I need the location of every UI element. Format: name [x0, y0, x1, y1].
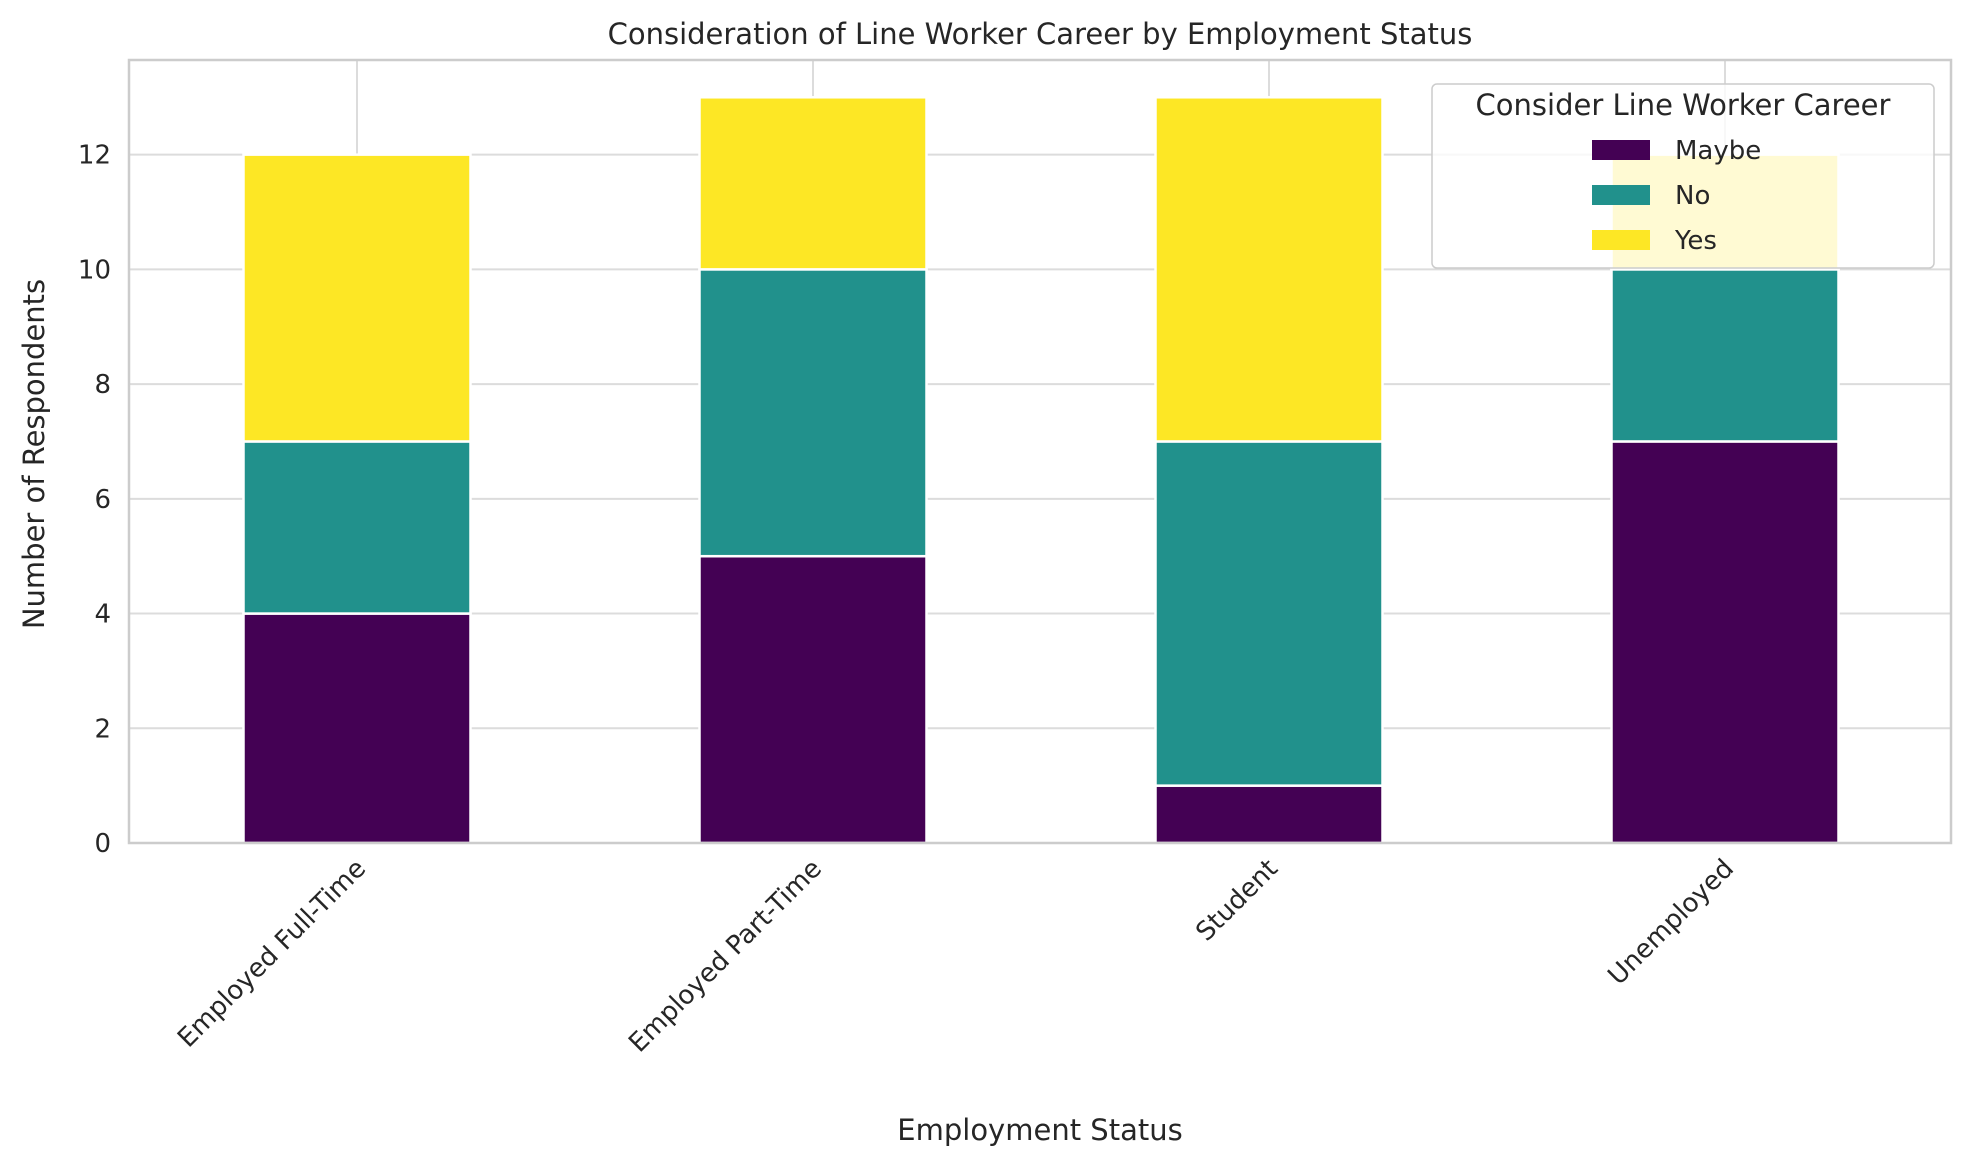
legend-swatch-maybe — [1592, 140, 1650, 160]
chart-title: Consideration of Line Worker Career by E… — [608, 17, 1473, 51]
y-tick-labels: 0 2 4 6 8 10 12 — [78, 141, 111, 859]
bar-employed-part-time-no — [698, 268, 928, 558]
bar-student-yes — [1154, 96, 1384, 443]
legend-label-yes: Yes — [1674, 226, 1717, 256]
legend: Consider Line Worker Career Maybe No Yes — [1431, 83, 1935, 269]
legend-items: Maybe No Yes — [1592, 136, 1761, 256]
legend-label-no: No — [1675, 181, 1710, 211]
y-tick-label: 4 — [94, 600, 111, 630]
bar-employed-full-time-yes — [242, 153, 472, 443]
legend-box — [1431, 83, 1935, 269]
y-axis-label: Number of Respondents — [17, 279, 51, 629]
legend-swatch-no — [1592, 185, 1650, 205]
bar-unemployed-maybe — [1610, 440, 1840, 845]
plot-border — [127, 58, 1953, 845]
bar-employed-part-time-yes — [698, 96, 928, 271]
y-tick-label: 12 — [78, 141, 111, 171]
plot-frame — [127, 58, 1953, 845]
bar-student-maybe — [1154, 784, 1384, 845]
y-tick-label: 10 — [78, 255, 111, 285]
bar-student-no — [1154, 440, 1384, 787]
legend-label-maybe: Maybe — [1675, 136, 1761, 166]
y-tick-label: 8 — [94, 370, 111, 400]
y-tick-label: 2 — [94, 714, 111, 744]
legend-title: Consider Line Worker Career — [1476, 88, 1891, 122]
y-tick-label: 6 — [94, 485, 111, 515]
bar-employed-part-time-maybe — [698, 554, 928, 845]
bars — [242, 96, 1840, 845]
bar-unemployed-no — [1610, 268, 1840, 443]
x-axis-label: Employment Status — [897, 1113, 1182, 1147]
bar-employed-full-time-no — [242, 440, 472, 615]
legend-swatch-yes — [1592, 230, 1650, 250]
y-tick-label: 0 — [94, 829, 111, 859]
bar-employed-full-time-maybe — [242, 612, 472, 845]
